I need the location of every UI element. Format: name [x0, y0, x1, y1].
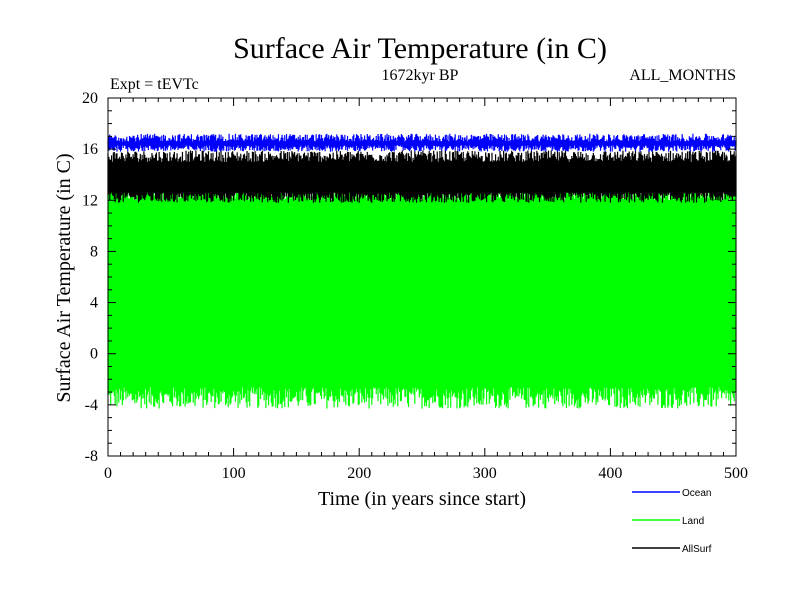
y-tick-label: 4: [90, 295, 98, 312]
months-label: ALL_MONTHS: [629, 67, 736, 84]
series-ocean: [107, 133, 737, 152]
y-tick-label: 8: [90, 243, 98, 260]
x-tick-label: 400: [598, 465, 622, 482]
axes: 0 100 200 300 400 500 -8 -4 0 4 8 12 16 20: [82, 90, 748, 482]
experiment-label: Expt = tEVTc: [110, 76, 199, 93]
series-allsurf: [107, 150, 737, 203]
plot-series: [107, 133, 737, 409]
x-tick-label: 100: [222, 465, 246, 482]
chart-title: Surface Air Temperature (in C): [233, 32, 607, 65]
legend-label-allsurf: AllSurf: [682, 544, 712, 555]
y-tick-label: -4: [85, 397, 98, 414]
y-tick-label: 20: [82, 90, 98, 107]
legend-label-ocean: Ocean: [682, 488, 711, 499]
y-tick-label: 0: [90, 346, 98, 363]
x-axis-label: Time (in years since start): [318, 488, 526, 510]
x-tick-label: 200: [347, 465, 371, 482]
x-tick-label: 500: [724, 465, 748, 482]
y-tick-label: 16: [82, 141, 98, 158]
y-tick-label: 12: [82, 192, 98, 209]
y-tick-label: -8: [85, 448, 98, 465]
legend: Ocean Land AllSurf: [632, 488, 712, 555]
y-axis-label: Surface Air Temperature (in C): [53, 153, 75, 402]
series-land: [107, 182, 737, 409]
legend-label-land: Land: [682, 516, 704, 527]
x-tick-label: 0: [104, 465, 112, 482]
period-label: 1672kyr BP: [382, 67, 459, 84]
x-tick-label: 300: [473, 465, 497, 482]
